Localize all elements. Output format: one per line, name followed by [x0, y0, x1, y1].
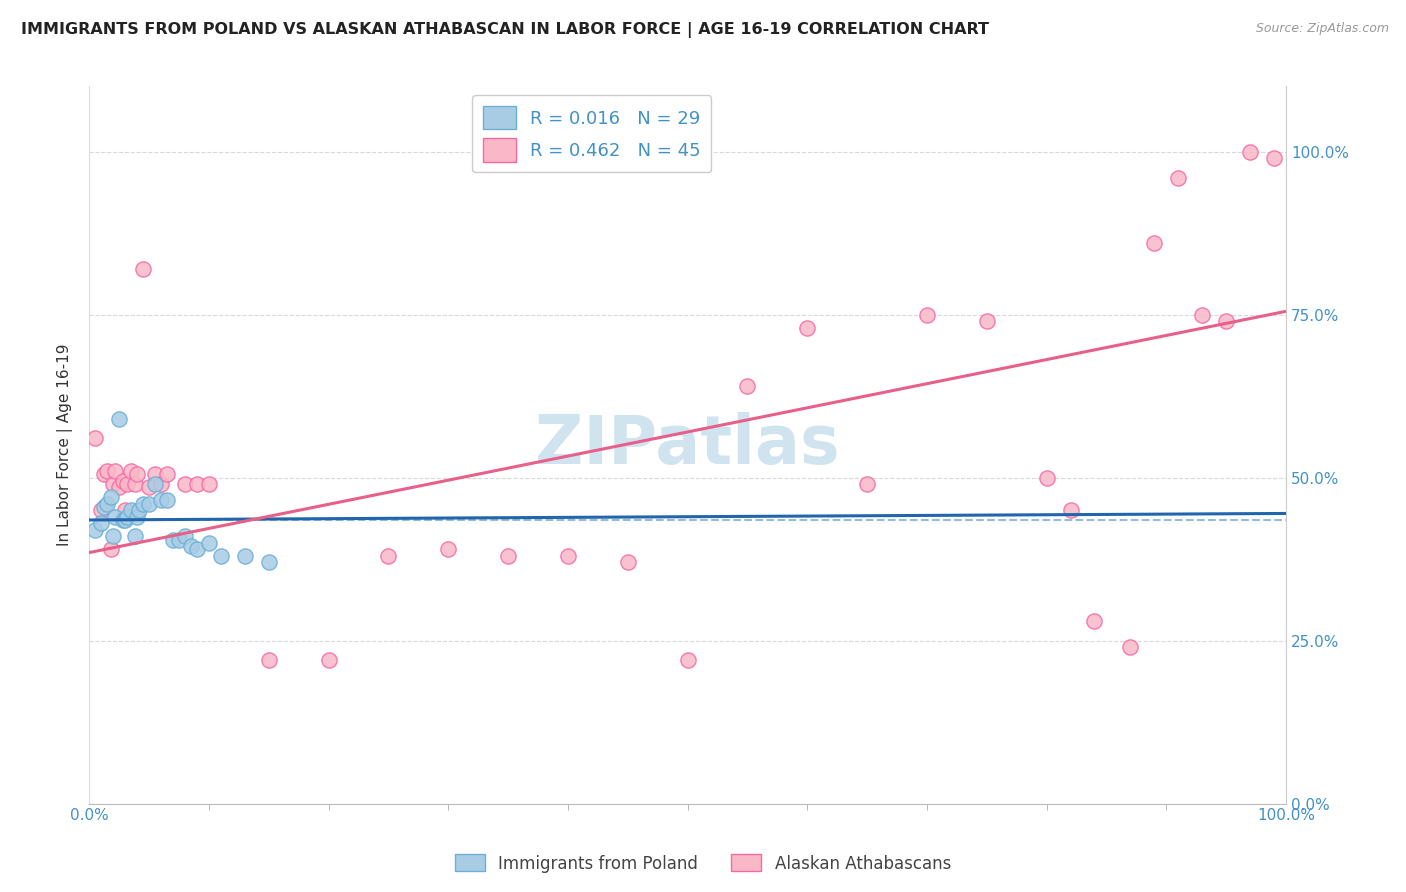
Point: [257, 555, 280, 569]
Point: [318, 653, 340, 667]
Point: [117, 509, 139, 524]
Point: [96, 464, 118, 478]
Y-axis label: In Labor Force | Age 16-19: In Labor Force | Age 16-19: [58, 343, 73, 546]
Point: [96, 497, 118, 511]
Text: ZIPatlas: ZIPatlas: [536, 412, 839, 478]
Point: [557, 549, 579, 563]
Point: [132, 261, 155, 276]
Point: [84, 432, 107, 446]
Point: [1167, 170, 1189, 185]
Point: [737, 379, 759, 393]
Point: [120, 503, 142, 517]
Point: [162, 533, 184, 547]
Point: [114, 513, 136, 527]
Point: [186, 542, 208, 557]
Point: [156, 467, 179, 482]
Point: [198, 536, 221, 550]
Point: [138, 480, 160, 494]
Point: [377, 549, 399, 563]
Point: [111, 513, 134, 527]
Point: [143, 477, 166, 491]
Point: [93, 467, 115, 482]
Point: [149, 477, 172, 491]
Point: [496, 549, 519, 563]
Point: [915, 308, 938, 322]
Point: [174, 477, 197, 491]
Point: [233, 549, 256, 563]
Legend: R = 0.016   N = 29, R = 0.462   N = 45: R = 0.016 N = 29, R = 0.462 N = 45: [472, 95, 711, 172]
Point: [437, 542, 460, 557]
Point: [125, 467, 148, 482]
Point: [198, 477, 221, 491]
Point: [90, 516, 112, 531]
Point: [84, 523, 107, 537]
Point: [209, 549, 232, 563]
Point: [676, 653, 699, 667]
Legend: Immigrants from Poland, Alaskan Athabascans: Immigrants from Poland, Alaskan Athabasc…: [449, 847, 957, 880]
Point: [117, 477, 139, 491]
Point: [174, 529, 197, 543]
Point: [257, 653, 280, 667]
Point: [104, 464, 127, 478]
Point: [108, 480, 131, 494]
Point: [186, 477, 208, 491]
Point: [156, 493, 179, 508]
Point: [1215, 314, 1237, 328]
Point: [180, 539, 202, 553]
Point: [124, 529, 146, 543]
Point: [128, 503, 150, 517]
Point: [1263, 151, 1285, 165]
Point: [100, 490, 122, 504]
Point: [138, 497, 160, 511]
Point: [1119, 640, 1142, 654]
Point: [101, 477, 124, 491]
Text: IMMIGRANTS FROM POLAND VS ALASKAN ATHABASCAN IN LABOR FORCE | AGE 16-19 CORRELAT: IMMIGRANTS FROM POLAND VS ALASKAN ATHABA…: [21, 22, 988, 38]
Point: [856, 477, 879, 491]
Point: [976, 314, 998, 328]
Point: [1059, 503, 1081, 517]
Point: [111, 474, 134, 488]
Point: [796, 320, 818, 334]
Point: [149, 493, 172, 508]
Point: [132, 497, 155, 511]
Point: [167, 533, 190, 547]
Point: [93, 500, 115, 514]
Point: [108, 412, 131, 426]
Point: [1239, 145, 1261, 159]
Point: [1191, 308, 1213, 322]
Point: [100, 542, 122, 557]
Point: [125, 509, 148, 524]
Point: [120, 464, 142, 478]
Text: Source: ZipAtlas.com: Source: ZipAtlas.com: [1256, 22, 1389, 36]
Point: [1035, 470, 1057, 484]
Point: [104, 509, 127, 524]
Point: [101, 529, 124, 543]
Point: [114, 503, 136, 517]
Point: [90, 503, 112, 517]
Point: [1083, 614, 1105, 628]
Point: [124, 477, 146, 491]
Point: [616, 555, 638, 569]
Point: [1143, 235, 1166, 250]
Point: [143, 467, 166, 482]
